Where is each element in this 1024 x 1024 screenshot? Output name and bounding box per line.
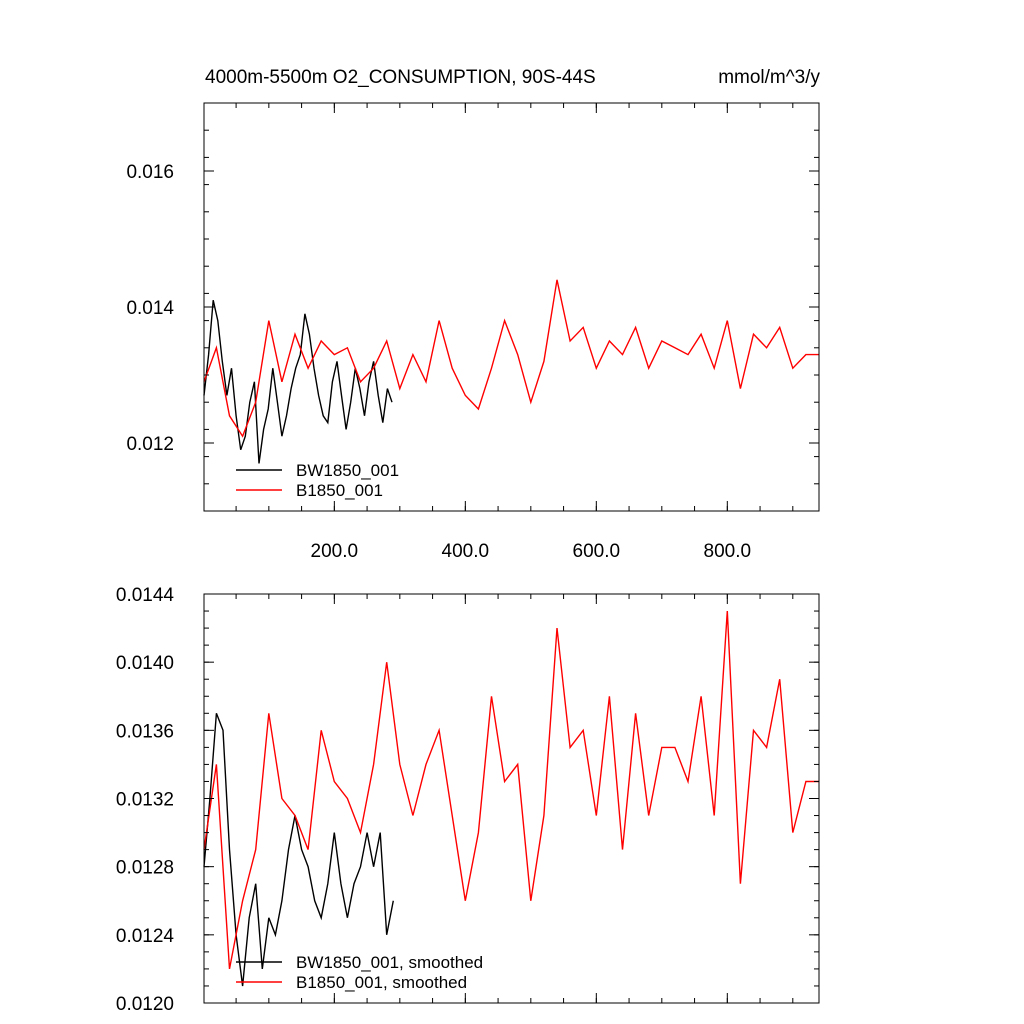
bottom-panel: 0.0120 0.0124 0.0128 0.0132 0.0136 0.0140 0.01… <box>116 585 820 1015</box>
bottom-plot-frame <box>203 593 820 1004</box>
top-y-tick-label: 0.012 <box>126 434 174 455</box>
bottom-series-line-1 <box>203 610 819 970</box>
top-y-tick-label: 0.014 <box>126 298 174 319</box>
top-legend-label-1: B1850_001 <box>296 481 383 500</box>
top-chart-units: mmol/m^3/y <box>718 67 820 88</box>
top-chart-title: 4000m-5500m O2_CONSUMPTION, 90S-44S <box>205 67 596 88</box>
bottom-series-line-0 <box>203 713 394 987</box>
top-x-tick-label: 800.0 <box>704 541 752 562</box>
top-x-tick-label: 400.0 <box>442 541 490 562</box>
bottom-y-tick-label: 0.0124 <box>116 926 175 947</box>
bottom-y-tick-label: 0.0144 <box>116 585 175 606</box>
bottom-y-tick-label: 0.0136 <box>116 721 174 742</box>
bottom-legend-label-0: BW1850_001, smoothed <box>296 953 483 972</box>
top-x-tick-label: 200.0 <box>311 541 359 562</box>
top-plot-frame <box>203 102 820 512</box>
top-y-tick-label: 0.016 <box>126 162 174 183</box>
bottom-y-tick-label: 0.0120 <box>116 994 174 1015</box>
bottom-y-tick-label: 0.0128 <box>116 858 174 879</box>
bottom-legend-label-1: B1850_001, smoothed <box>296 973 467 992</box>
bottom-y-tick-label: 0.0140 <box>116 653 174 674</box>
top-panel: 4000m-5500m O2_CONSUMPTION, 90S-44S mmol… <box>126 67 820 562</box>
top-x-tick-label: 600.0 <box>573 541 621 562</box>
top-series-line-1 <box>203 279 819 438</box>
bottom-y-tick-label: 0.0132 <box>116 790 174 811</box>
top-series-line-0 <box>203 300 393 464</box>
top-legend-label-0: BW1850_001 <box>296 461 399 480</box>
